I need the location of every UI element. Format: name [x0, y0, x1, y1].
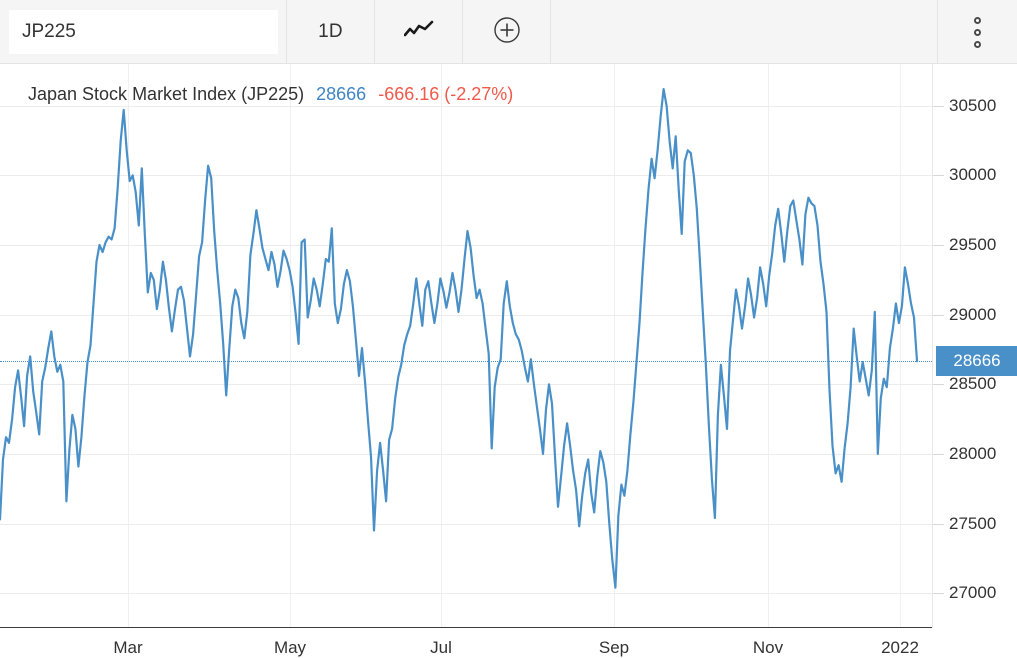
instrument-name: Japan Stock Market Index (JP225) — [28, 84, 305, 104]
line-chart-icon — [403, 20, 434, 45]
x-axis-label: Nov — [752, 638, 784, 657]
y-axis-label: 28500 — [949, 374, 997, 394]
horizontal-gridline — [0, 314, 932, 316]
y-axis-tick — [933, 105, 944, 107]
y-axis-tick — [933, 384, 944, 386]
interval-button[interactable]: 1D — [287, 0, 375, 64]
x-axis-label: Jul — [430, 638, 452, 657]
price-change: -666.16 (-2.27%) — [378, 84, 514, 104]
y-axis-label: 30000 — [949, 165, 997, 185]
vertical-gridline — [441, 64, 442, 628]
add-indicator-button[interactable] — [463, 0, 551, 64]
horizontal-gridline — [0, 593, 932, 595]
y-axis-label: 29500 — [949, 235, 997, 255]
current-price: 28666 — [316, 84, 367, 104]
y-axis-tick — [933, 245, 944, 247]
toolbar-spacer — [551, 0, 938, 64]
y-axis-label: 27000 — [949, 583, 997, 603]
y-axis-label: 30500 — [949, 95, 997, 115]
vertical-gridline — [900, 64, 901, 628]
price-series — [0, 88, 919, 589]
horizontal-gridline — [0, 453, 932, 455]
horizontal-gridline — [0, 175, 932, 177]
vertical-gridline — [614, 64, 615, 628]
horizontal-gridline — [0, 105, 932, 107]
toolbar: 1D — [0, 0, 1017, 64]
horizontal-gridline — [0, 523, 932, 525]
x-axis-label: Mar — [113, 638, 143, 657]
more-options-button[interactable] — [938, 0, 1017, 64]
y-axis-label: 27500 — [949, 513, 997, 533]
y-axis-tick — [933, 453, 944, 455]
plot-area[interactable] — [0, 64, 932, 628]
y-axis-tick — [933, 593, 944, 595]
plus-circle-icon — [493, 16, 521, 49]
y-axis-tick — [933, 175, 944, 177]
current-price-line — [0, 361, 932, 363]
x-axis: Mar May Jul Sep Nov 2022 — [0, 630, 932, 658]
y-axis-label: 28000 — [949, 443, 997, 463]
vertical-gridline — [128, 64, 129, 628]
interval-label: 1D — [318, 21, 343, 42]
chart-type-button[interactable] — [375, 0, 463, 64]
current-price-badge: 28666 — [936, 346, 1017, 377]
horizontal-gridline — [0, 384, 932, 386]
y-axis-label: 29000 — [949, 304, 997, 324]
x-axis-label: May — [273, 638, 307, 657]
x-axis-label: 2022 — [881, 638, 919, 657]
symbol-field-cell[interactable] — [0, 0, 287, 64]
y-axis-tick — [933, 523, 944, 525]
symbol-input[interactable] — [9, 10, 278, 54]
vertical-gridline — [290, 64, 291, 628]
y-axis-tick — [933, 314, 944, 316]
chart-header: Japan Stock Market Index (JP225) 28666 -… — [28, 84, 513, 105]
vertical-gridline — [768, 64, 769, 628]
x-axis-label: Sep — [598, 638, 630, 657]
chart-area: Japan Stock Market Index (JP225) 28666 -… — [0, 64, 1017, 658]
y-axis[interactable]: 30500 30000 29500 29000 28500 28000 27500 27000… — [932, 64, 1017, 628]
x-axis-line — [0, 627, 932, 628]
more-vertical-icon — [974, 16, 981, 48]
